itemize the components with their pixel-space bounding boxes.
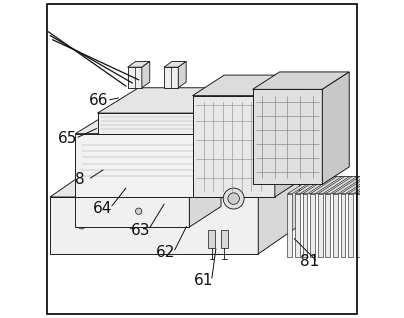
- Polygon shape: [326, 176, 357, 194]
- Polygon shape: [341, 194, 345, 257]
- Polygon shape: [50, 169, 299, 197]
- Polygon shape: [333, 194, 338, 257]
- Text: 81: 81: [300, 254, 319, 269]
- Polygon shape: [356, 176, 387, 194]
- Polygon shape: [364, 194, 368, 257]
- Polygon shape: [76, 134, 265, 197]
- Polygon shape: [76, 108, 307, 134]
- Polygon shape: [178, 61, 186, 88]
- Text: 8: 8: [75, 172, 85, 187]
- Polygon shape: [303, 194, 307, 257]
- Text: 62: 62: [156, 245, 175, 260]
- Polygon shape: [284, 176, 404, 194]
- Polygon shape: [288, 176, 319, 194]
- Polygon shape: [348, 194, 353, 257]
- Polygon shape: [189, 175, 221, 227]
- Polygon shape: [142, 61, 150, 88]
- Polygon shape: [310, 176, 342, 194]
- Polygon shape: [208, 230, 215, 248]
- Circle shape: [78, 222, 85, 229]
- Polygon shape: [258, 169, 299, 254]
- Polygon shape: [164, 67, 178, 88]
- Polygon shape: [356, 194, 361, 257]
- Circle shape: [135, 208, 142, 214]
- Polygon shape: [326, 194, 330, 257]
- Polygon shape: [252, 89, 322, 184]
- Polygon shape: [50, 197, 258, 254]
- Polygon shape: [295, 194, 300, 257]
- Polygon shape: [128, 67, 142, 88]
- Polygon shape: [318, 176, 349, 194]
- Text: 65: 65: [58, 131, 77, 146]
- Text: 64: 64: [93, 201, 112, 216]
- Polygon shape: [76, 195, 189, 227]
- Polygon shape: [364, 176, 395, 194]
- Polygon shape: [128, 61, 150, 67]
- Polygon shape: [221, 230, 228, 248]
- Polygon shape: [371, 194, 376, 257]
- Polygon shape: [265, 108, 307, 197]
- Polygon shape: [341, 176, 372, 194]
- Polygon shape: [288, 194, 292, 257]
- Polygon shape: [192, 75, 307, 96]
- Text: 66: 66: [89, 93, 109, 108]
- Circle shape: [228, 193, 240, 204]
- Polygon shape: [97, 113, 259, 134]
- Circle shape: [141, 180, 146, 186]
- Text: 63: 63: [130, 223, 150, 238]
- Circle shape: [129, 222, 136, 229]
- Polygon shape: [252, 72, 349, 89]
- Polygon shape: [295, 176, 327, 194]
- Polygon shape: [275, 75, 307, 197]
- Circle shape: [223, 188, 244, 209]
- Polygon shape: [97, 88, 300, 113]
- Polygon shape: [192, 96, 275, 197]
- Polygon shape: [322, 72, 349, 184]
- Circle shape: [187, 179, 194, 186]
- Polygon shape: [371, 176, 403, 194]
- Polygon shape: [310, 194, 315, 257]
- Text: 61: 61: [194, 273, 213, 288]
- Polygon shape: [259, 88, 300, 134]
- Polygon shape: [76, 175, 221, 195]
- Polygon shape: [303, 176, 335, 194]
- Polygon shape: [348, 176, 380, 194]
- Polygon shape: [164, 61, 186, 67]
- Polygon shape: [318, 194, 323, 257]
- Polygon shape: [333, 176, 365, 194]
